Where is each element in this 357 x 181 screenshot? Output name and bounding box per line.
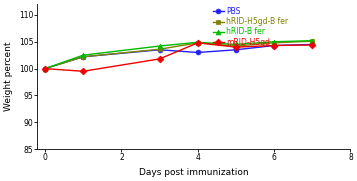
mRID-H5gd — [196, 42, 200, 44]
hRID-H5gd-B fer — [196, 42, 200, 44]
PBS — [81, 56, 85, 58]
hRID-H5gd-B fer — [234, 45, 238, 47]
X-axis label: Days post immunization: Days post immunization — [139, 168, 249, 177]
Y-axis label: Weight percent: Weight percent — [4, 42, 13, 111]
Legend: PBS, hRID-H5gd-B fer, hRID-B fer, mRID-H5gd: PBS, hRID-H5gd-B fer, hRID-B fer, mRID-H… — [213, 7, 288, 47]
hRID-B fer — [234, 43, 238, 45]
hRID-B fer — [81, 54, 85, 56]
hRID-B fer — [272, 41, 276, 43]
hRID-H5gd-B fer — [272, 42, 276, 44]
hRID-B fer — [310, 40, 315, 42]
PBS — [272, 44, 276, 47]
Line: mRID-H5gd: mRID-H5gd — [42, 40, 315, 74]
mRID-H5gd — [157, 58, 162, 60]
mRID-H5gd — [43, 68, 47, 70]
mRID-H5gd — [272, 44, 276, 47]
Line: hRID-H5gd-B fer: hRID-H5gd-B fer — [42, 39, 315, 71]
hRID-H5gd-B fer — [43, 68, 47, 70]
Line: PBS: PBS — [42, 42, 315, 71]
mRID-H5gd — [81, 70, 85, 72]
hRID-H5gd-B fer — [81, 56, 85, 58]
PBS — [310, 43, 315, 45]
hRID-B fer — [157, 45, 162, 47]
PBS — [196, 51, 200, 54]
Line: hRID-B fer: hRID-B fer — [42, 38, 315, 71]
PBS — [234, 49, 238, 51]
PBS — [157, 49, 162, 51]
PBS — [43, 68, 47, 70]
hRID-B fer — [43, 68, 47, 70]
hRID-H5gd-B fer — [157, 48, 162, 50]
mRID-H5gd — [234, 46, 238, 48]
mRID-H5gd — [310, 44, 315, 46]
hRID-B fer — [196, 41, 200, 43]
hRID-H5gd-B fer — [310, 40, 315, 42]
